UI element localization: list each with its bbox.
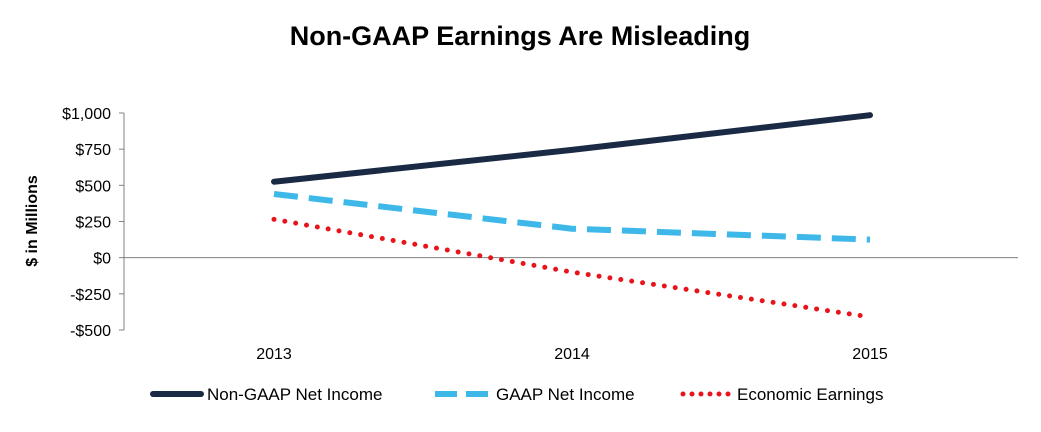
y-axis-label: $ in Millions	[24, 175, 41, 267]
legend-label: Economic Earnings	[737, 385, 883, 404]
y-tick-label: $750	[75, 142, 111, 159]
legend-item-gaap-net-income: GAAP Net Income	[435, 385, 635, 404]
series-lines	[274, 115, 870, 317]
series-line-non-gaap-net-income	[274, 115, 870, 182]
y-axis: $1,000 $750 $500 $250 $0 -$250 -$500	[62, 106, 124, 340]
legend-label: Non-GAAP Net Income	[207, 385, 382, 404]
x-axis: 2013 2014 2015	[124, 258, 1018, 363]
y-tick-label: $0	[93, 251, 111, 268]
y-tick-label: $500	[75, 178, 111, 195]
y-tick-label: -$500	[70, 323, 111, 340]
y-tick-label: $250	[75, 215, 111, 232]
legend-label: GAAP Net Income	[496, 385, 635, 404]
y-tick-label: -$250	[70, 287, 111, 304]
x-tick-label: 2014	[554, 346, 590, 363]
y-tick-label: $1,000	[62, 106, 111, 123]
series-line-gaap-net-income	[274, 194, 870, 240]
x-tick-label: 2013	[256, 346, 292, 363]
legend-item-economic-earnings: Economic Earnings	[683, 385, 883, 404]
x-tick-label: 2015	[852, 346, 888, 363]
chart-title: Non-GAAP Earnings Are Misleading	[290, 21, 751, 51]
legend-item-non-gaap-net-income: Non-GAAP Net Income	[153, 385, 382, 404]
legend: Non-GAAP Net Income GAAP Net Income Econom…	[153, 385, 883, 404]
